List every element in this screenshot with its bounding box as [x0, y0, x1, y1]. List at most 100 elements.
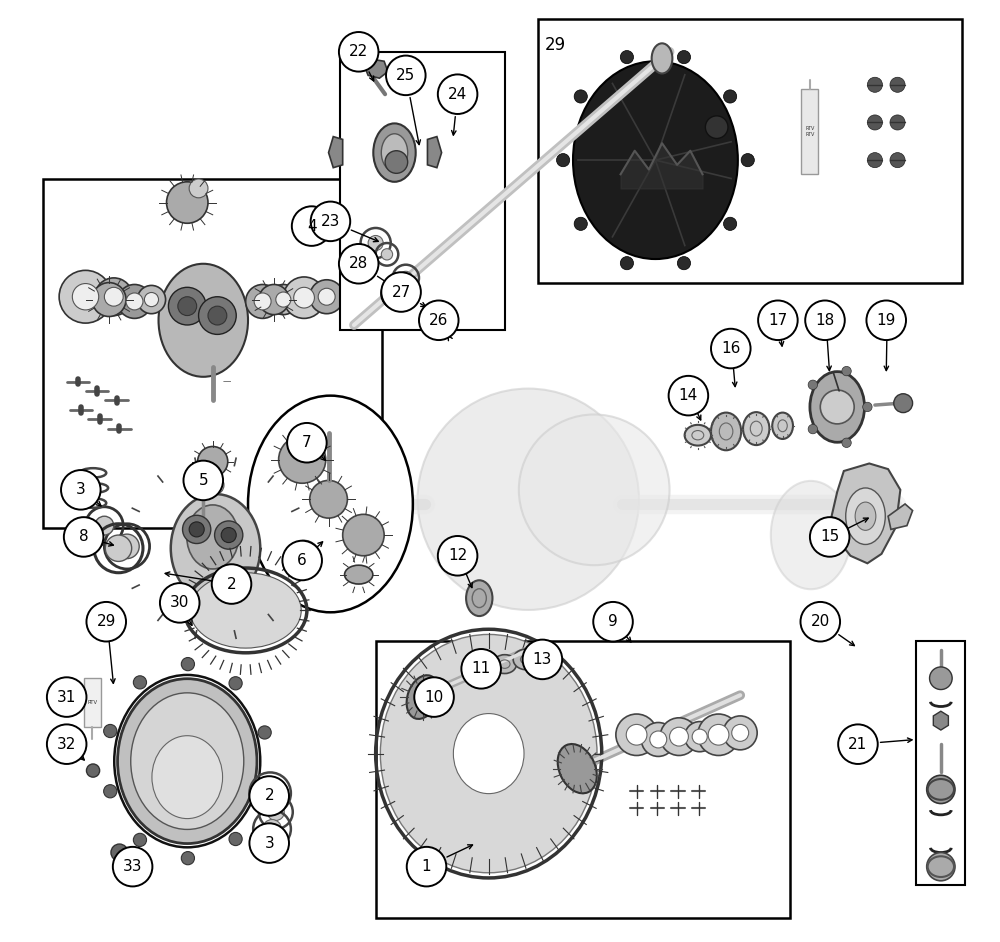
- Circle shape: [282, 541, 322, 580]
- Circle shape: [685, 722, 715, 752]
- Circle shape: [104, 724, 117, 738]
- Circle shape: [381, 279, 411, 309]
- Circle shape: [294, 287, 314, 308]
- Bar: [376, 641, 790, 918]
- Polygon shape: [427, 137, 442, 168]
- Circle shape: [758, 300, 798, 340]
- Circle shape: [698, 714, 739, 755]
- Circle shape: [246, 284, 280, 318]
- Text: 27: 27: [391, 284, 411, 300]
- Text: 28: 28: [349, 256, 368, 271]
- Circle shape: [258, 726, 271, 739]
- Bar: [84, 678, 101, 727]
- Bar: [916, 641, 965, 885]
- Circle shape: [181, 852, 194, 865]
- Ellipse shape: [118, 679, 257, 844]
- Text: RTV
RTV: RTV RTV: [805, 126, 815, 138]
- Ellipse shape: [345, 565, 373, 584]
- Circle shape: [650, 731, 667, 748]
- Text: 26: 26: [429, 313, 448, 328]
- Circle shape: [863, 402, 872, 412]
- Circle shape: [724, 218, 737, 231]
- Ellipse shape: [469, 658, 497, 679]
- Ellipse shape: [711, 413, 741, 450]
- Text: 17: 17: [768, 313, 788, 328]
- Circle shape: [461, 649, 501, 689]
- Circle shape: [399, 271, 412, 284]
- Circle shape: [276, 292, 291, 307]
- Circle shape: [867, 77, 882, 92]
- Ellipse shape: [513, 649, 540, 670]
- Circle shape: [557, 154, 570, 167]
- Text: 2: 2: [227, 577, 236, 592]
- Polygon shape: [888, 504, 913, 529]
- Ellipse shape: [453, 714, 524, 793]
- Circle shape: [724, 89, 737, 103]
- Circle shape: [808, 425, 818, 434]
- Ellipse shape: [558, 744, 597, 793]
- Circle shape: [229, 676, 242, 690]
- Text: 16: 16: [721, 341, 740, 356]
- Text: —: —: [222, 377, 230, 386]
- Ellipse shape: [248, 396, 413, 612]
- Ellipse shape: [152, 736, 223, 819]
- Circle shape: [381, 249, 393, 260]
- Circle shape: [259, 284, 289, 315]
- Circle shape: [626, 724, 647, 745]
- Text: 8: 8: [79, 529, 88, 544]
- Circle shape: [670, 727, 688, 746]
- Circle shape: [133, 675, 147, 689]
- Text: 10: 10: [424, 690, 444, 705]
- Circle shape: [115, 534, 139, 559]
- Ellipse shape: [171, 494, 260, 603]
- Circle shape: [842, 366, 851, 376]
- Circle shape: [144, 292, 159, 307]
- Circle shape: [867, 115, 882, 130]
- Circle shape: [669, 376, 708, 415]
- Ellipse shape: [407, 675, 439, 719]
- Circle shape: [523, 640, 562, 679]
- Circle shape: [72, 284, 99, 310]
- Circle shape: [279, 436, 326, 483]
- Circle shape: [866, 300, 906, 340]
- Circle shape: [677, 256, 691, 269]
- Circle shape: [189, 179, 208, 198]
- Ellipse shape: [373, 123, 416, 182]
- Circle shape: [181, 658, 194, 671]
- Circle shape: [838, 724, 878, 764]
- Circle shape: [260, 783, 281, 804]
- Circle shape: [205, 476, 224, 495]
- Text: 19: 19: [877, 313, 896, 328]
- Circle shape: [104, 287, 123, 306]
- Circle shape: [438, 536, 477, 576]
- Text: 20: 20: [811, 614, 830, 629]
- Circle shape: [292, 206, 331, 246]
- Circle shape: [194, 476, 213, 495]
- Circle shape: [47, 677, 86, 717]
- Circle shape: [95, 278, 133, 316]
- Circle shape: [890, 77, 905, 92]
- Circle shape: [104, 785, 117, 798]
- Circle shape: [381, 272, 421, 312]
- Circle shape: [805, 300, 845, 340]
- Polygon shape: [329, 137, 343, 168]
- Circle shape: [86, 602, 126, 642]
- Circle shape: [660, 718, 698, 755]
- Ellipse shape: [131, 693, 244, 830]
- Circle shape: [810, 517, 849, 557]
- Circle shape: [310, 480, 347, 518]
- Circle shape: [167, 182, 208, 223]
- Circle shape: [311, 202, 350, 241]
- Circle shape: [800, 602, 840, 642]
- Circle shape: [133, 834, 147, 847]
- Circle shape: [95, 516, 114, 535]
- Circle shape: [287, 423, 327, 463]
- Ellipse shape: [187, 505, 239, 569]
- Circle shape: [741, 154, 754, 167]
- Polygon shape: [364, 59, 388, 78]
- Ellipse shape: [381, 134, 408, 171]
- Circle shape: [113, 847, 152, 886]
- Circle shape: [189, 522, 204, 537]
- Circle shape: [820, 390, 854, 424]
- Circle shape: [414, 677, 454, 717]
